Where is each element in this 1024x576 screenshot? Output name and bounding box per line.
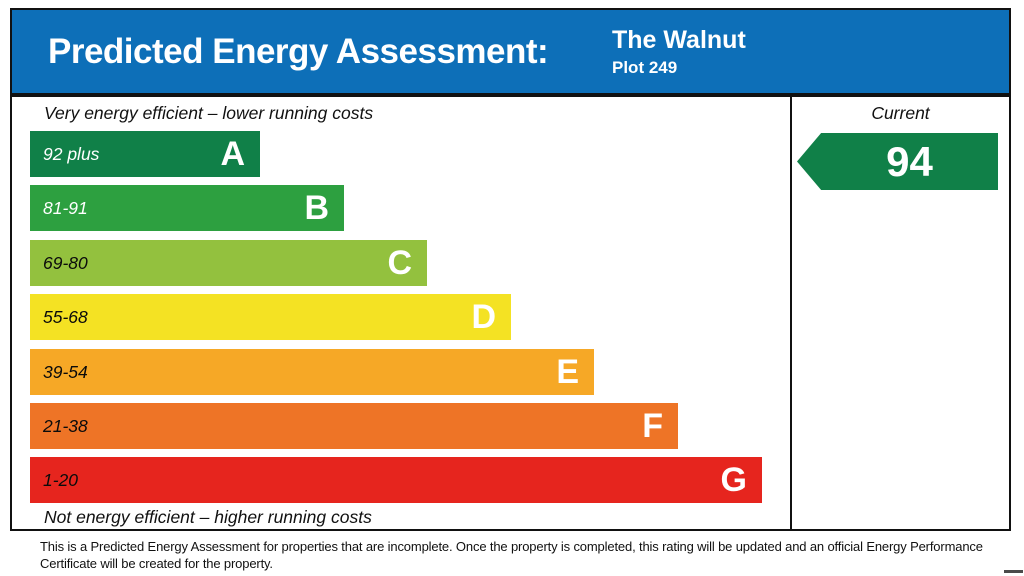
band-letter: E (556, 353, 579, 391)
band-range-label: 55-68 (43, 306, 88, 327)
band-letter: A (220, 135, 245, 173)
epc-band-f: 21-38 F (30, 403, 678, 449)
disclaimer-text: This is a Predicted Energy Assessment fo… (40, 538, 983, 572)
band-range-label: 21-38 (43, 415, 88, 436)
band-letter: F (642, 407, 663, 445)
epc-band-e: 39-54 E (30, 349, 594, 395)
epc-band-g: 1-20 G (30, 457, 762, 503)
top-caption: Very energy efficient – lower running co… (44, 103, 374, 123)
epc-band-b: 81-91 B (30, 185, 344, 231)
energy-rating-chart: Very energy efficient – lower running co… (10, 95, 1011, 531)
epc-band-c: 69-80 C (30, 240, 427, 286)
current-rating-arrow: 94 (797, 133, 998, 190)
page-corner-mark (1004, 570, 1023, 573)
band-range-label: 69-80 (43, 252, 88, 273)
band-letter: B (304, 189, 329, 227)
disclaimer-line-1: This is a Predicted Energy Assessment fo… (40, 539, 983, 554)
disclaimer-line-2: Certificate will be created for the prop… (40, 556, 273, 571)
epc-band-d: 55-68 D (30, 294, 511, 340)
property-identifier: The Walnut Plot 249 (612, 26, 746, 78)
band-range-label: 1-20 (43, 469, 79, 490)
bottom-caption: Not energy efficient – higher running co… (44, 507, 372, 527)
band-range-label: 81-91 (43, 197, 88, 218)
current-column-header: Current (871, 103, 930, 123)
band-letter: C (387, 244, 412, 282)
property-name: The Walnut (612, 26, 746, 54)
band-letter: D (471, 298, 496, 336)
band-letter: G (720, 461, 747, 499)
plot-number: Plot 249 (612, 57, 678, 77)
band-range-label: 39-54 (43, 361, 88, 382)
band-range-label: 92 plus (43, 143, 100, 164)
current-column-divider (790, 97, 792, 529)
epc-band-a: 92 plus A (30, 131, 260, 177)
page-title: Predicted Energy Assessment: (48, 31, 549, 71)
header-banner: Predicted Energy Assessment: The Walnut … (10, 8, 1011, 95)
